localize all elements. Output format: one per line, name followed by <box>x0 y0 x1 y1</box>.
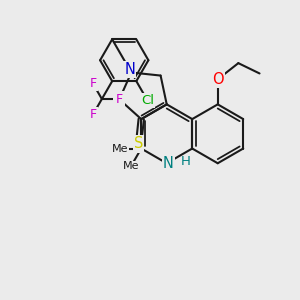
Text: Cl: Cl <box>141 94 154 107</box>
Text: N: N <box>124 62 135 77</box>
Text: N: N <box>163 156 174 171</box>
Text: S: S <box>115 92 124 107</box>
Text: F: F <box>116 92 123 106</box>
Text: O: O <box>212 72 224 87</box>
Text: F: F <box>89 108 97 121</box>
Text: F: F <box>89 77 97 90</box>
Text: Me: Me <box>112 143 129 154</box>
Text: Me: Me <box>123 161 139 171</box>
Text: S: S <box>134 136 143 152</box>
Text: H: H <box>181 155 191 168</box>
